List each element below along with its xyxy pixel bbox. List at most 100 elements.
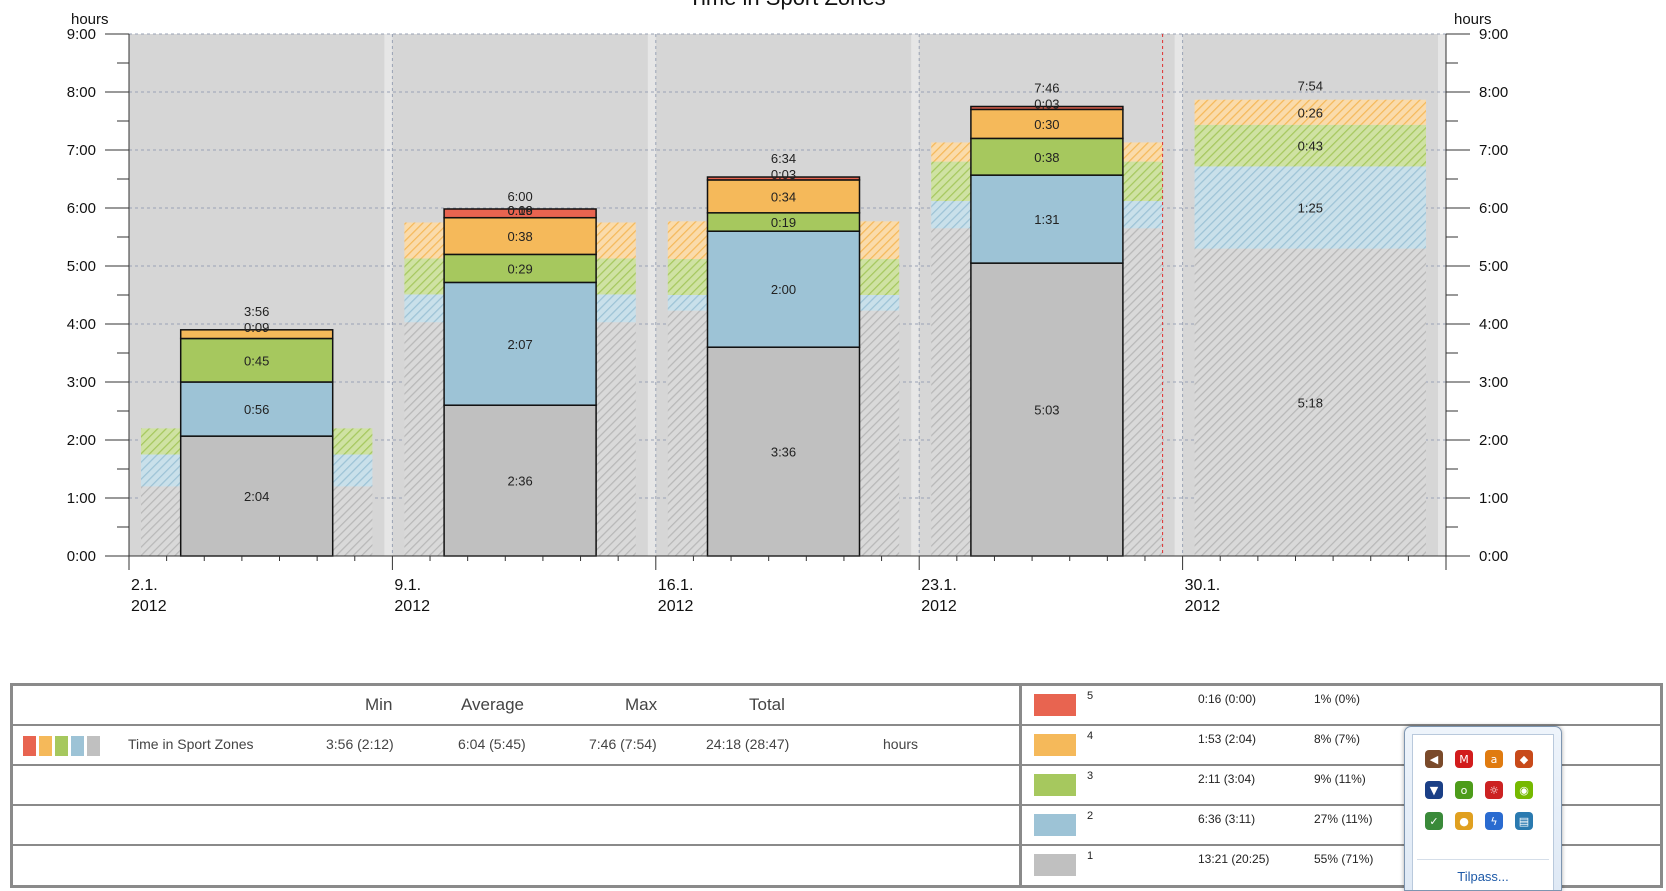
- zone-row-2[interactable]: 2 6:36 (3:11) 27% (11%): [1022, 806, 1660, 846]
- bar-segment-zone-2[interactable]: [443, 281, 597, 406]
- avast-icon[interactable]: a: [1485, 750, 1503, 768]
- y-axis-unit-right: hours: [1454, 11, 1492, 28]
- zone-percent: 9% (11%): [1314, 772, 1366, 786]
- bar-segment-zone-5[interactable]: [970, 105, 1124, 111]
- power-icon[interactable]: ϟ: [1485, 812, 1503, 830]
- row-max: 7:46 (7:54): [589, 736, 657, 752]
- x-week-label-year: 2012: [658, 598, 694, 615]
- summary-empty-row: [13, 806, 1019, 846]
- bar-segment-zone-5[interactable]: [706, 176, 861, 181]
- projected-segment-zone-2: [1194, 166, 1426, 249]
- zone-percent: 27% (11%): [1314, 812, 1373, 826]
- y-tick-label-right: 6:00: [1479, 200, 1508, 217]
- zone-time: 2:11 (3:04): [1198, 772, 1256, 786]
- segment-label: 2:07: [507, 337, 532, 352]
- summary-data-row[interactable]: Time in Sport Zones 3:56 (2:12) 6:04 (5:…: [13, 726, 1019, 766]
- projected-segment-zone-1: [1194, 248, 1426, 556]
- y-tick-label-right: 1:00: [1479, 490, 1508, 507]
- segment-label: 0:03: [1034, 97, 1059, 112]
- segment-label: 0:30: [1034, 117, 1059, 132]
- segment-label: 0:03: [771, 167, 796, 182]
- y-tick-label-left: 5:00: [67, 258, 96, 275]
- zone-time: 6:36 (3:11): [1198, 812, 1256, 826]
- zone-breakdown-panel: 5 0:16 (0:00) 1% (0%) 4 1:53 (2:04) 8% (7%) 3 2…: [1022, 686, 1660, 885]
- week-total-label: 3:56: [244, 304, 269, 319]
- zone-time: 13:21 (20:25): [1198, 852, 1270, 866]
- header-max: Max: [625, 695, 658, 714]
- mcafee-icon[interactable]: M: [1455, 750, 1473, 768]
- bar-segment-zone-4[interactable]: [970, 108, 1124, 140]
- zone-number: 3: [1087, 770, 1094, 782]
- segment-label: 0:56: [244, 402, 269, 417]
- segment-label: 3:36: [771, 445, 796, 460]
- bar-segment-zone-1[interactable]: [443, 404, 597, 557]
- adobe-icon[interactable]: ☼: [1485, 781, 1503, 799]
- bar-segment-zone-3[interactable]: [970, 137, 1124, 176]
- zone-percent: 55% (71%): [1314, 852, 1374, 866]
- segment-label: 2:00: [771, 282, 796, 297]
- zone-percent: 8% (7%): [1314, 732, 1361, 746]
- ovi-icon[interactable]: o: [1455, 781, 1473, 799]
- week-total-label: 7:54: [1298, 79, 1323, 94]
- y-tick-label-left: 4:00: [67, 316, 96, 333]
- bar-segment-zone-3[interactable]: [179, 337, 334, 383]
- y-tick-label-right: 7:00: [1479, 142, 1508, 159]
- zone-color-box: [1034, 814, 1076, 836]
- customize-link[interactable]: Tilpass...: [1457, 869, 1509, 884]
- y-tick-label-right: 5:00: [1479, 258, 1508, 275]
- zone-percent: 1% (0%): [1314, 692, 1361, 706]
- update-icon[interactable]: ●: [1455, 812, 1473, 830]
- zone-number: 2: [1087, 810, 1094, 822]
- summary-empty-row: [13, 766, 1019, 806]
- zone-time: 0:16 (0:00): [1198, 692, 1257, 706]
- x-week-label-day: 30.1.: [1185, 577, 1221, 594]
- y-tick-label-right: 8:00: [1479, 84, 1508, 101]
- segment-label: 0:26: [1298, 105, 1323, 120]
- segment-label: 2:04: [244, 489, 269, 504]
- y-tick-label-right: 9:00: [1479, 26, 1508, 43]
- zone-2-swatch: [71, 736, 84, 756]
- zone-number: 1: [1087, 850, 1094, 862]
- summary-empty-row: [13, 846, 1019, 886]
- segment-label: 0:38: [1034, 150, 1059, 165]
- row-min: 3:56 (2:12): [326, 736, 394, 752]
- y-tick-label-left: 3:00: [67, 374, 96, 391]
- bar-segment-zone-1[interactable]: [179, 435, 334, 557]
- zone-time: 1:53 (2:04): [1198, 732, 1257, 746]
- nvidia-icon[interactable]: ◉: [1515, 781, 1533, 799]
- header-min: Min: [365, 695, 393, 714]
- fox-icon[interactable]: ◆: [1515, 750, 1533, 768]
- bar-segment-zone-4[interactable]: [179, 329, 334, 340]
- segment-label: 1:31: [1034, 212, 1059, 227]
- segment-label: 0:29: [507, 261, 532, 276]
- x-week-label-year: 2012: [131, 598, 167, 615]
- row-name: Time in Sport Zones: [128, 736, 254, 752]
- x-week-label-day: 9.1.: [394, 577, 421, 594]
- week-total-label: 6:34: [771, 151, 796, 166]
- window-icon[interactable]: ▤: [1515, 812, 1533, 830]
- bar-segment-zone-2[interactable]: [706, 230, 861, 348]
- bar-segment-zone-2[interactable]: [179, 381, 334, 437]
- zone-row-5[interactable]: 5 0:16 (0:00) 1% (0%): [1022, 686, 1660, 726]
- y-tick-label-left: 0:00: [67, 548, 96, 565]
- x-week-label-year: 2012: [394, 598, 430, 615]
- y-tick-label-left: 2:00: [67, 432, 96, 449]
- zones-chart: Time in Sport Zones 2:040:560:450:093:56…: [67, 0, 1508, 615]
- bar-segment-zone-5[interactable]: [443, 208, 597, 219]
- bar-segment-zone-1[interactable]: [706, 346, 861, 557]
- y-tick-label-left: 7:00: [67, 142, 96, 159]
- y-tick-label-left: 1:00: [67, 490, 96, 507]
- bar-segment-zone-2[interactable]: [970, 174, 1124, 264]
- zone-row-3[interactable]: 3 2:11 (3:04) 9% (11%): [1022, 766, 1660, 806]
- shield-icon[interactable]: ▼: [1425, 781, 1443, 799]
- bar-segment-zone-1[interactable]: [970, 262, 1124, 557]
- zone-row-4[interactable]: 4 1:53 (2:04) 8% (7%): [1022, 726, 1660, 766]
- x-week-label-day: 2.1.: [131, 577, 158, 594]
- speaker-icon[interactable]: ◀: [1425, 750, 1443, 768]
- summary-header-row: Min Average Max Total: [13, 686, 1019, 726]
- x-week-label-day: 23.1.: [921, 577, 957, 594]
- zone-row-1[interactable]: 1 13:21 (20:25) 55% (71%): [1022, 846, 1660, 886]
- usb-icon[interactable]: ✓: [1425, 812, 1443, 830]
- chart-title: Time in Sport Zones: [688, 0, 885, 10]
